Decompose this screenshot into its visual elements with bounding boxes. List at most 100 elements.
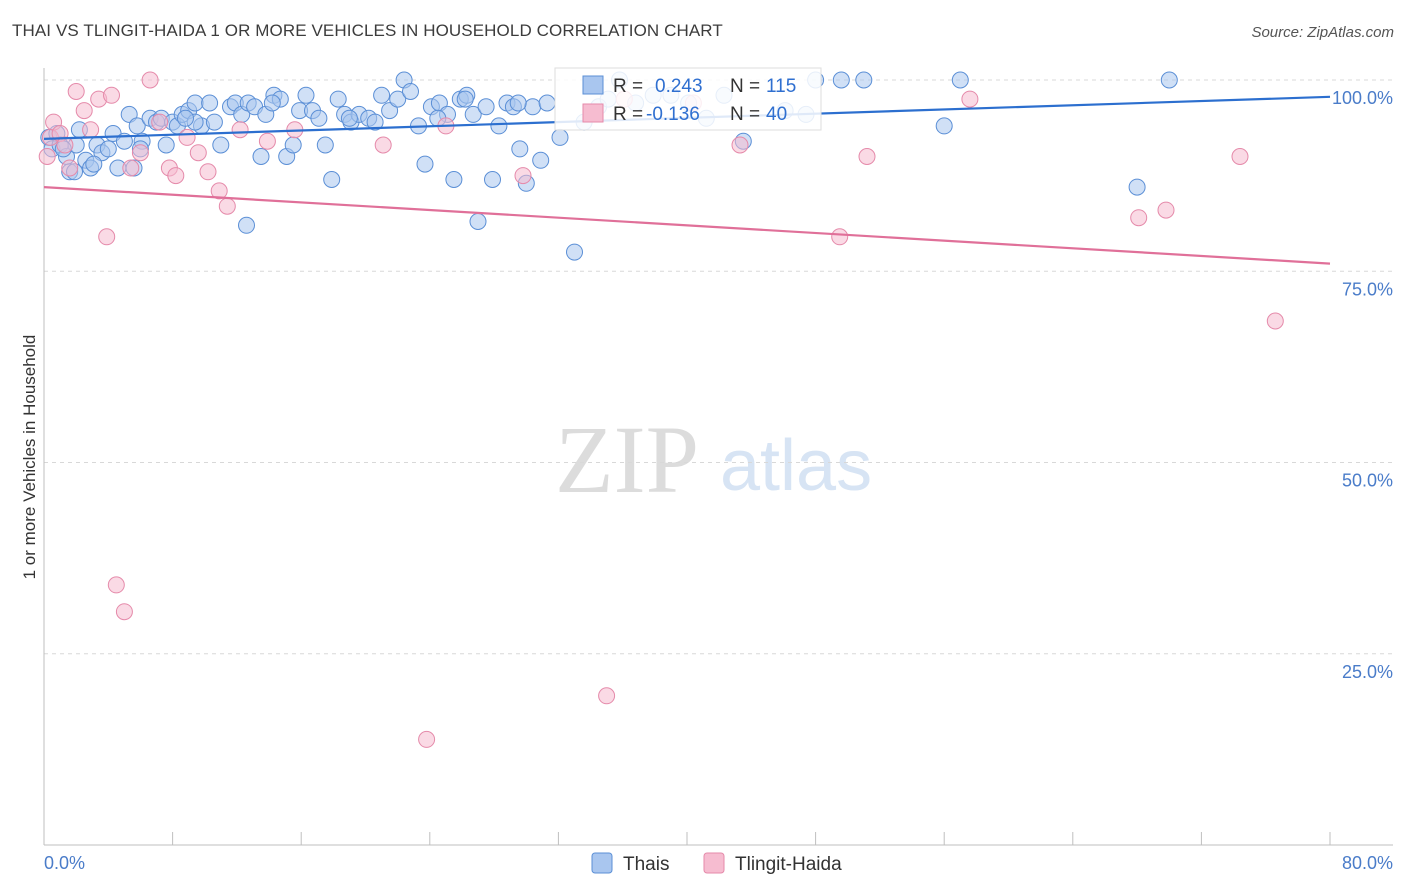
- x-tick-label-max: 80.0%: [1342, 853, 1393, 873]
- data-point: [122, 159, 140, 177]
- y-tick-label: 50.0%: [1342, 471, 1393, 491]
- data-point: [514, 167, 532, 185]
- data-point: [103, 86, 120, 104]
- data-point: [252, 148, 270, 165]
- data-point: [1128, 178, 1146, 196]
- tlingit-trend-line: [43, 186, 1331, 265]
- data-point: [115, 603, 133, 621]
- data-point: [456, 90, 474, 108]
- data-point: [935, 117, 953, 135]
- data-point: [157, 136, 175, 154]
- data-point: [1157, 201, 1175, 219]
- data-point: [445, 171, 463, 188]
- bottom-legend-swatch-tlingit: [703, 852, 725, 874]
- data-point: [199, 163, 217, 181]
- data-point: [366, 113, 384, 131]
- data-point: [961, 90, 979, 108]
- data-point: [538, 94, 556, 112]
- data-point: [99, 140, 117, 158]
- data-point: [532, 151, 550, 169]
- bottom-legend-tlingit: Tlingit-Haida: [735, 854, 842, 875]
- data-point: [167, 167, 185, 185]
- source-label: Source: ZipAtlas.com: [1251, 24, 1394, 41]
- bottom-legend-swatch-thais: [591, 852, 613, 874]
- data-point: [951, 71, 969, 89]
- correlation-legend: R = 0.243 N = 115 R = -0.136 N = 40: [554, 67, 822, 131]
- data-point: [509, 94, 527, 112]
- legend-swatch-tlingit: [582, 103, 604, 123]
- data-point: [1266, 312, 1284, 330]
- data-point: [231, 121, 249, 139]
- data-point: [469, 213, 487, 230]
- legend-tlingit-n-label: N =: [730, 104, 760, 125]
- data-point: [731, 136, 749, 154]
- data-point: [38, 148, 56, 165]
- legend-tlingit-r-label: R =: [613, 104, 643, 125]
- data-point: [566, 243, 583, 261]
- data-point: [297, 86, 315, 104]
- data-point: [205, 113, 223, 131]
- data-point: [832, 71, 850, 89]
- data-point: [177, 109, 194, 127]
- data-point: [263, 94, 281, 112]
- data-point: [131, 144, 149, 162]
- data-point: [511, 140, 529, 158]
- data-point: [551, 128, 569, 146]
- watermark-zip: ZIP: [555, 406, 699, 513]
- x-axis-ticks: [172, 832, 1331, 845]
- data-point: [1231, 148, 1249, 165]
- y-axis-title: 1 or more Vehicles in Household: [20, 335, 39, 580]
- data-point: [284, 136, 302, 154]
- data-point: [128, 117, 146, 135]
- x-tick-label-min: 0.0%: [44, 853, 85, 873]
- data-point: [389, 90, 407, 108]
- data-point: [107, 576, 125, 594]
- data-point: [524, 98, 542, 116]
- data-point: [831, 228, 849, 246]
- data-point: [484, 171, 501, 188]
- data-point: [238, 216, 255, 234]
- y-tick-label: 25.0%: [1342, 662, 1393, 682]
- data-point: [374, 136, 392, 154]
- watermark-atlas: atlas: [720, 426, 872, 506]
- data-point: [141, 71, 159, 89]
- data-point: [855, 71, 873, 89]
- data-point: [464, 105, 482, 123]
- data-point: [373, 86, 391, 104]
- data-point: [218, 197, 236, 215]
- data-point: [381, 102, 399, 120]
- data-point: [1130, 209, 1148, 227]
- gridlines: [44, 79, 1393, 655]
- data-point: [67, 83, 85, 100]
- data-point: [75, 102, 93, 120]
- legend-thais-r-value: 0.243: [655, 76, 703, 97]
- bottom-legend-thais: Thais: [623, 854, 669, 875]
- data-point: [340, 109, 358, 127]
- y-tick-labels: 25.0% 50.0% 75.0% 100.0%: [1332, 88, 1393, 682]
- data-point: [1160, 71, 1178, 89]
- data-point: [858, 148, 876, 165]
- data-point: [178, 128, 196, 146]
- data-point: [98, 228, 116, 246]
- data-point: [189, 144, 207, 162]
- y-tick-label: 100.0%: [1332, 88, 1393, 108]
- data-point: [61, 159, 79, 177]
- data-point: [310, 109, 328, 127]
- chart-title: THAI VS TLINGIT-HAIDA 1 OR MORE VEHICLES…: [12, 21, 723, 40]
- data-point: [210, 182, 228, 200]
- data-point: [56, 136, 74, 154]
- series-legend: Thais Tlingit-Haida: [591, 852, 842, 875]
- data-point: [477, 98, 495, 116]
- legend-tlingit-n-value: 40: [766, 104, 787, 125]
- data-point: [85, 155, 103, 173]
- legend-swatch-thais: [582, 75, 604, 95]
- y-tick-label: 75.0%: [1342, 279, 1393, 299]
- data-point: [402, 83, 419, 100]
- watermark: ZIP atlas: [555, 406, 872, 513]
- legend-thais-n-value: 115: [766, 76, 796, 97]
- data-point: [212, 136, 230, 154]
- legend-thais-r-label: R =: [613, 76, 643, 97]
- data-point: [316, 136, 334, 154]
- legend-tlingit-r-value: -0.136: [646, 104, 700, 125]
